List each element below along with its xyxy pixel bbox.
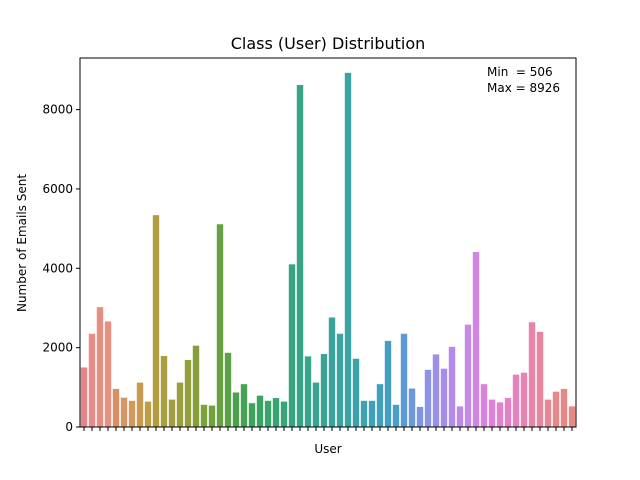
bar [504, 398, 512, 427]
bar [264, 400, 272, 427]
bar [416, 406, 424, 427]
bar [568, 406, 576, 427]
y-tick-label: 6000 [42, 182, 73, 196]
bar [536, 331, 544, 427]
bar [288, 264, 296, 427]
bar [216, 224, 224, 427]
bar [560, 388, 568, 427]
bar [144, 401, 152, 427]
bar [320, 353, 328, 427]
bar [176, 382, 184, 427]
bar [104, 321, 112, 427]
x-axis-ticks [83, 427, 573, 431]
bar [272, 398, 280, 427]
bar [352, 358, 360, 427]
chart-title: Class (User) Distribution [231, 34, 426, 53]
bar [552, 391, 560, 427]
bar [400, 333, 408, 427]
min-annotation: Min = 506 [487, 65, 553, 79]
bar [232, 392, 240, 427]
bar [336, 333, 344, 427]
bar [296, 84, 304, 427]
y-axis-ticks: 0 2000 4000 6000 8000 [42, 103, 80, 434]
bar [96, 307, 104, 427]
plot-frame [79, 57, 577, 428]
bar [496, 402, 504, 427]
bar [304, 356, 312, 427]
bar [88, 333, 96, 427]
bar [128, 400, 136, 427]
bar [480, 384, 488, 427]
bar [280, 401, 288, 427]
bar [192, 345, 200, 427]
bar [432, 354, 440, 427]
y-axis-label: Number of Emails Sent [15, 174, 29, 312]
bar [112, 388, 120, 427]
bar [448, 346, 456, 427]
bar [312, 382, 320, 427]
bar [544, 399, 552, 427]
bar [152, 215, 160, 427]
y-tick-label: 0 [65, 420, 73, 434]
bar [512, 374, 520, 427]
bar [136, 382, 144, 427]
bar [456, 406, 464, 427]
bar [424, 369, 432, 427]
bar [184, 359, 192, 427]
bar [160, 355, 168, 427]
y-tick-label: 2000 [42, 341, 73, 355]
bar [392, 404, 400, 427]
bar [528, 322, 536, 427]
bar [472, 252, 480, 427]
bar [520, 372, 528, 427]
y-tick-label: 8000 [42, 103, 73, 117]
bar [488, 399, 496, 427]
bar [200, 404, 208, 427]
bar [168, 399, 176, 427]
bar [224, 352, 232, 427]
bar [376, 384, 384, 427]
bar [256, 395, 264, 427]
bar [208, 405, 216, 427]
bar [368, 400, 376, 427]
bar [464, 324, 472, 427]
bar [80, 367, 88, 427]
max-annotation: Max = 8926 [487, 81, 560, 95]
bar [384, 340, 392, 427]
bar [328, 317, 336, 427]
bar [120, 397, 128, 427]
x-axis-label: User [314, 442, 341, 456]
y-tick-label: 4000 [42, 261, 73, 275]
bar [440, 368, 448, 427]
bar [248, 403, 256, 427]
bar [344, 72, 352, 427]
bar [240, 384, 248, 427]
bar [360, 400, 368, 427]
bar [408, 388, 416, 427]
bars-group [80, 72, 576, 427]
